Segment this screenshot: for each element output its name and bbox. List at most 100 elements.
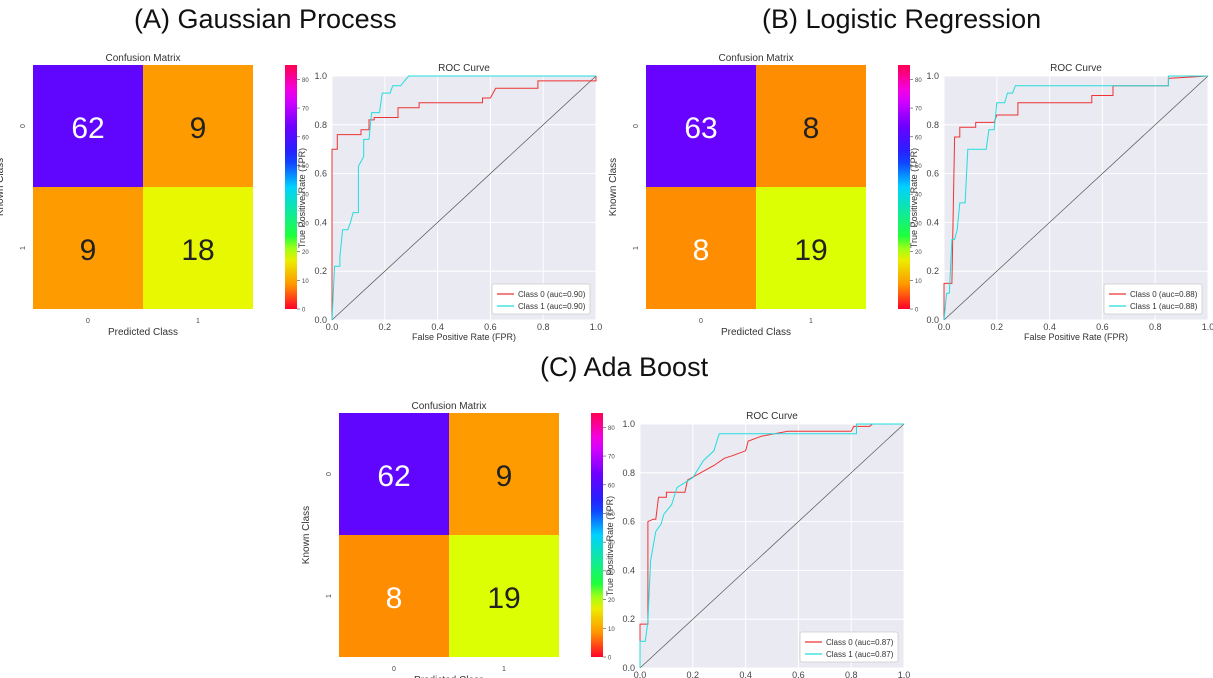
roc-legend — [491, 283, 591, 315]
roc-x-tick-label: 0.0 — [634, 670, 647, 678]
confusion-col-tick: 0 — [86, 318, 90, 325]
roc-ylabel: True Positive Rate (TPR) — [605, 496, 615, 596]
confusion-cell — [449, 413, 559, 535]
roc-legend-label-0: Class 0 (auc=0.90) — [518, 290, 586, 299]
roc-x-tick-label: 0.2 — [687, 670, 700, 678]
confusion-xlabel: Predicted Class — [108, 327, 178, 338]
confusion-xlabel: Predicted Class — [414, 675, 484, 678]
confusion-cell-value: 62 — [377, 460, 410, 493]
roc-x-tick-label: 1.0 — [590, 322, 603, 332]
colorbar-tick-label: 20 — [608, 598, 615, 604]
roc-x-tick-label: 0.6 — [1096, 322, 1109, 332]
roc-chart-2: ROC Curve 0.00.0 0.2 0.2 0.4 0.4 0.6 0.6 0.8 0.8 1… — [605, 411, 910, 678]
colorbar-tick-label: 20 — [302, 250, 309, 256]
colorbar-tick-label: 10 — [302, 279, 309, 285]
roc-y-tick-label: 1.0 — [622, 419, 635, 429]
confusion-col-tick: 0 — [699, 318, 703, 325]
roc-y-tick-label: 0.4 — [926, 217, 939, 227]
confusion-cell — [756, 187, 866, 309]
roc-y-tick-label: 1.0 — [926, 71, 939, 81]
roc-x-tick-label: 0.2 — [991, 322, 1004, 332]
colorbar — [285, 65, 297, 309]
roc-y-tick-label: 1.0 — [314, 71, 327, 81]
colorbar-tick-label: 30 — [302, 221, 309, 227]
confusion-col-tick: 1 — [196, 318, 200, 325]
confusion-cell — [339, 535, 449, 657]
roc-y-tick-label: 0.0 — [314, 315, 327, 325]
roc-ylabel: True Positive Rate (TPR) — [297, 148, 307, 248]
colorbar-tick-label: 70 — [302, 107, 309, 113]
roc-xlabel: False Positive Rate (FPR) — [412, 332, 516, 342]
confusion-cell — [33, 187, 143, 309]
confusion-matrix-2: Confusion Matrix6298190101Predicted Clas… — [301, 401, 615, 678]
confusion-cell — [143, 65, 253, 187]
confusion-cell-value: 62 — [71, 112, 104, 145]
confusion-row-tick: 1 — [326, 594, 333, 598]
confusion-cell-value: 8 — [386, 582, 403, 615]
roc-diagonal — [639, 423, 905, 669]
roc-title: ROC Curve — [438, 63, 490, 74]
confusion-cell-value: 9 — [496, 460, 513, 493]
confusion-col-tick: 1 — [502, 666, 506, 673]
colorbar-tick-label: 40 — [608, 541, 615, 547]
confusion-col-tick: 0 — [392, 666, 396, 673]
colorbar-tick-label: 40 — [915, 193, 922, 199]
confusion-row-tick: 0 — [633, 124, 640, 128]
roc-xlabel: False Positive Rate (FPR) — [1024, 332, 1128, 342]
roc-y-tick-label: 0.2 — [622, 614, 635, 624]
roc-y-tick-label: 0.2 — [314, 266, 327, 276]
roc-x-tick-label: 0.4 — [1043, 322, 1056, 332]
roc-y-tick-label: 0.0 — [926, 315, 939, 325]
roc-curve-class-0 — [331, 76, 597, 320]
roc-x-tick-label: 0.0 — [938, 322, 951, 332]
roc-ylabel: True Positive Rate (TPR) — [909, 148, 919, 248]
colorbar-tick-label: 50 — [915, 164, 922, 170]
roc-y-tick-label: 0.6 — [622, 517, 635, 527]
colorbar — [898, 65, 910, 309]
confusion-cell-value: 9 — [190, 112, 207, 145]
confusion-xlabel: Predicted Class — [721, 327, 791, 338]
colorbar-tick-label: 20 — [915, 250, 922, 256]
roc-legend-label-1: Class 1 (auc=0.90) — [518, 302, 586, 311]
confusion-row-tick: 1 — [20, 246, 27, 250]
roc-curve-class-1 — [331, 75, 596, 321]
roc-x-tick-label: 0.6 — [792, 670, 805, 678]
confusion-title: Confusion Matrix — [105, 53, 180, 64]
colorbar-tick-label: 70 — [915, 107, 922, 113]
roc-title: ROC Curve — [1050, 63, 1102, 74]
colorbar-tick-label: 40 — [302, 193, 309, 199]
confusion-ylabel: Known Class — [608, 158, 619, 216]
roc-y-tick-label: 0.2 — [926, 266, 939, 276]
roc-y-tick-label: 0.0 — [622, 663, 635, 673]
confusion-cell-value: 8 — [693, 234, 710, 267]
roc-diagonal — [943, 75, 1209, 321]
roc-x-tick-label: 0.4 — [739, 670, 752, 678]
colorbar-tick-label: 0 — [302, 308, 306, 314]
roc-x-tick-label: 1.0 — [1202, 322, 1213, 332]
colorbar-tick-label: 10 — [608, 627, 615, 633]
colorbar-tick-label: 0 — [608, 656, 612, 662]
roc-x-tick-label: 0.6 — [484, 322, 497, 332]
panel-c-title: (C) Ada Boost — [540, 352, 709, 382]
roc-legend-label-0: Class 0 (auc=0.87) — [826, 638, 894, 647]
roc-y-tick-label: 0.6 — [314, 169, 327, 179]
colorbar-tick-label: 0 — [915, 308, 919, 314]
confusion-cell-value: 19 — [487, 582, 520, 615]
roc-legend-label-1: Class 1 (auc=0.88) — [1130, 302, 1198, 311]
colorbar-tick-label: 80 — [608, 426, 615, 432]
roc-legend — [799, 631, 899, 663]
confusion-cell-value: 63 — [684, 112, 717, 145]
roc-curve-class-0 — [639, 423, 904, 668]
colorbar-tick-label: 80 — [302, 78, 309, 84]
confusion-title: Confusion Matrix — [718, 53, 793, 64]
confusion-cell-value: 19 — [794, 234, 827, 267]
confusion-row-tick: 0 — [326, 472, 333, 476]
confusion-cell — [143, 187, 253, 309]
colorbar-tick-label: 60 — [302, 135, 309, 141]
roc-y-tick-label: 0.8 — [622, 468, 635, 478]
confusion-cell — [449, 535, 559, 657]
roc-x-tick-label: 0.4 — [431, 322, 444, 332]
roc-x-tick-label: 0.8 — [1149, 322, 1162, 332]
